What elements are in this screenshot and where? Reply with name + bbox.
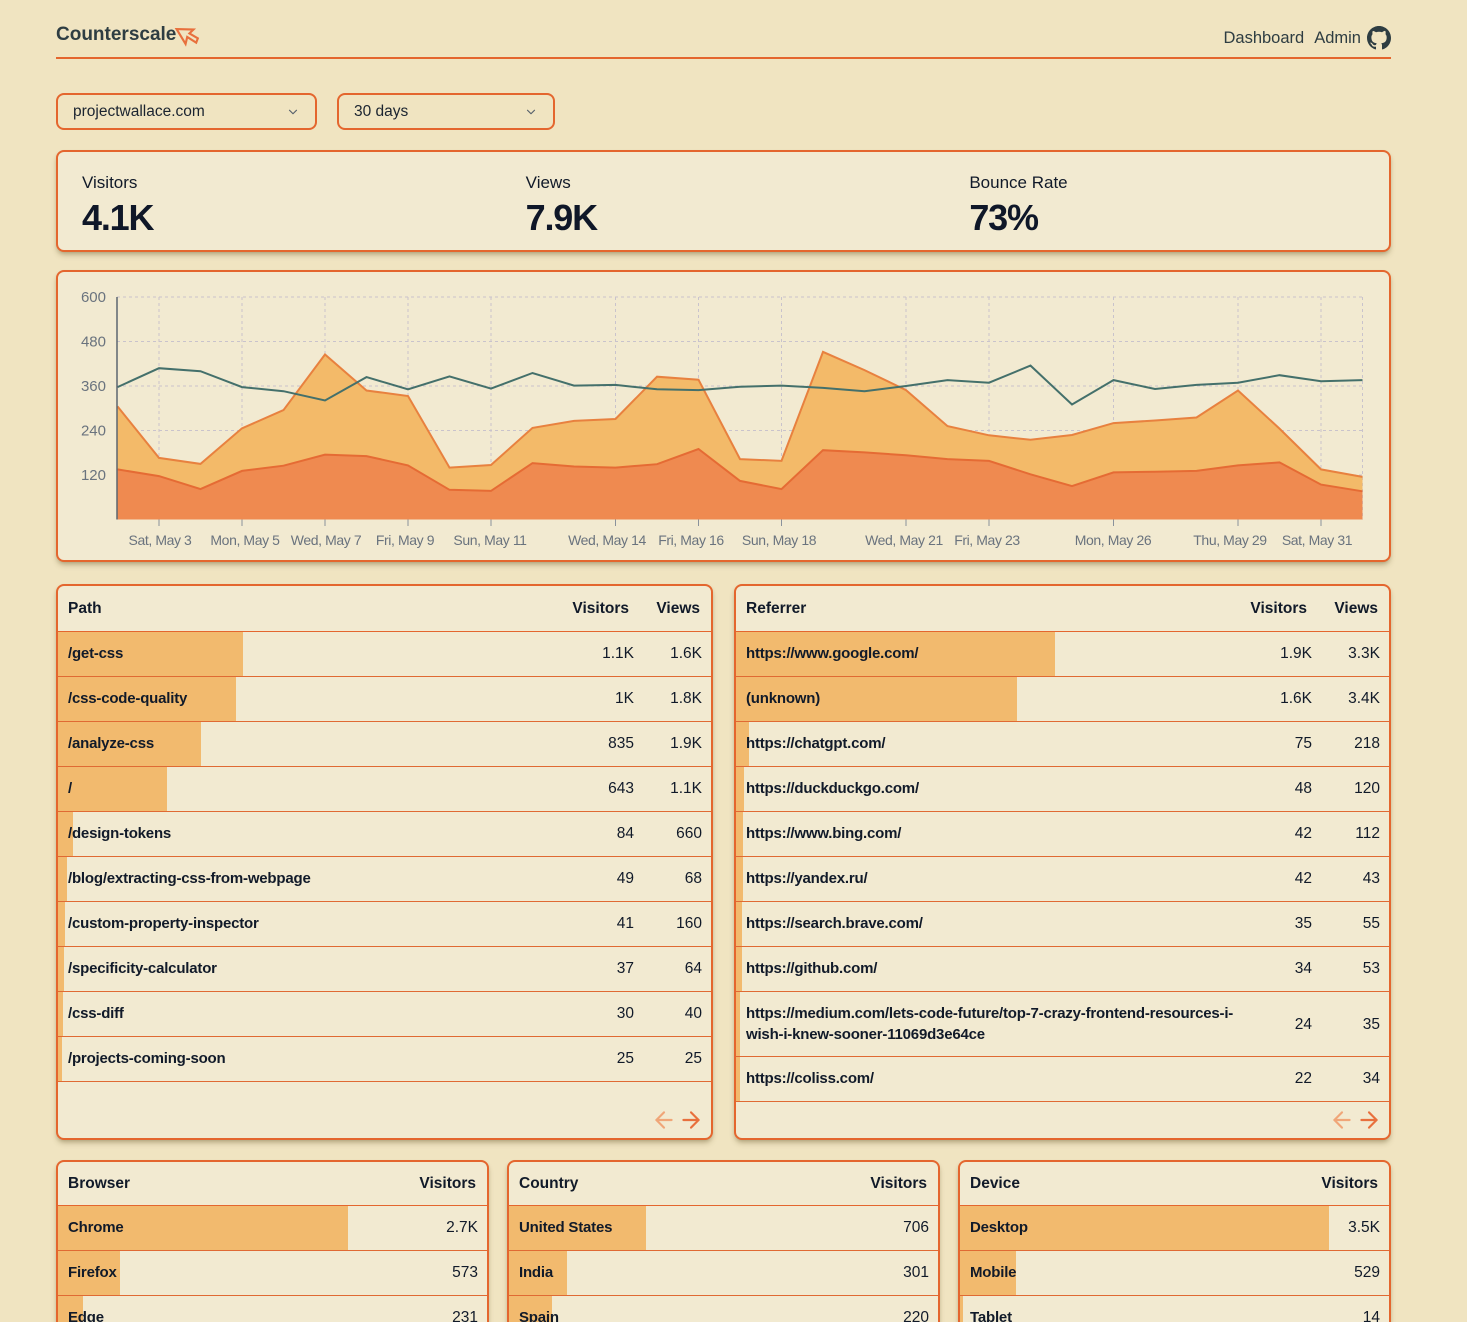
svg-text:Wed, May 14: Wed, May 14 xyxy=(568,532,646,548)
svg-text:Thu, May 29: Thu, May 29 xyxy=(1193,532,1267,548)
svg-text:Wed, May 7: Wed, May 7 xyxy=(291,532,362,548)
svg-text:Sun, May 18: Sun, May 18 xyxy=(742,532,817,548)
svg-text:Mon, May 5: Mon, May 5 xyxy=(210,532,280,548)
svg-text:Wed, May 21: Wed, May 21 xyxy=(865,532,943,548)
svg-text:240: 240 xyxy=(81,423,106,440)
svg-text:360: 360 xyxy=(81,378,106,395)
svg-text:Fri, May 9: Fri, May 9 xyxy=(376,532,435,548)
svg-text:600: 600 xyxy=(81,289,106,306)
svg-text:120: 120 xyxy=(81,467,106,484)
svg-text:480: 480 xyxy=(81,334,106,351)
svg-text:Fri, May 16: Fri, May 16 xyxy=(658,532,724,548)
svg-text:Sat, May 3: Sat, May 3 xyxy=(129,532,193,548)
svg-text:Sat, May 31: Sat, May 31 xyxy=(1282,532,1353,548)
svg-text:Mon, May 26: Mon, May 26 xyxy=(1075,532,1152,548)
svg-text:Sun, May 11: Sun, May 11 xyxy=(453,532,527,548)
svg-text:Fri, May 23: Fri, May 23 xyxy=(954,532,1020,548)
